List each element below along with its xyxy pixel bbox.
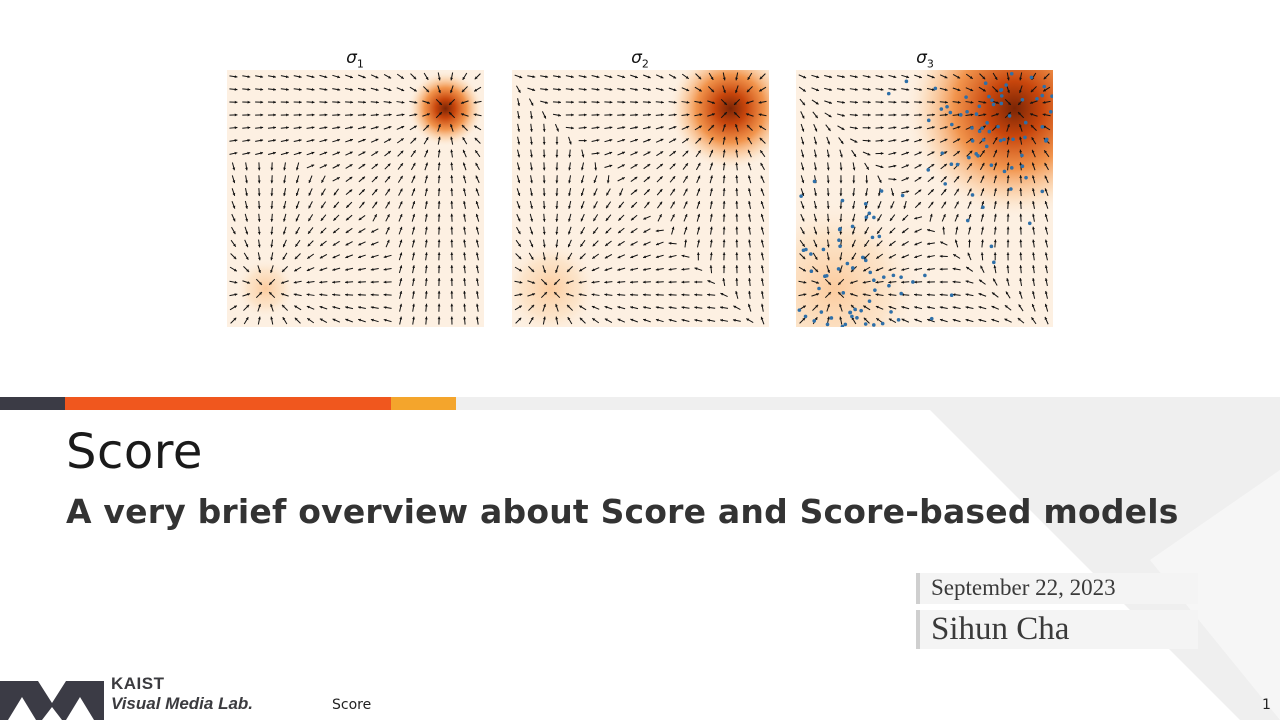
logo-kaist-text: KAIST: [111, 674, 165, 693]
presenter-name: Sihun Cha: [931, 611, 1070, 647]
presentation-date: September 22, 2023: [931, 575, 1116, 600]
page-number: 1: [1262, 697, 1271, 713]
slide-title: Score: [66, 424, 203, 480]
accent-bar-yellow: [391, 397, 456, 410]
accent-bar-gray: [456, 397, 1280, 410]
accent-bars: [0, 397, 1280, 410]
accent-bar-dark: [0, 397, 65, 410]
score-field-panel-3: [796, 70, 1053, 327]
panel-label-3: σ3: [916, 48, 934, 71]
author-box: Sihun Cha: [916, 610, 1198, 649]
panel-label-1: σ1: [346, 48, 364, 71]
date-box: September 22, 2023: [916, 573, 1198, 604]
kaist-logo-icon: [0, 673, 104, 720]
score-field-panel-1: [227, 70, 484, 327]
score-field-panel-2: [512, 70, 769, 327]
slide-subtitle: A very brief overview about Score and Sc…: [66, 492, 1179, 531]
logo-lab-text: Visual Media Lab.: [111, 694, 254, 713]
accent-bar-orange: [65, 397, 391, 410]
footer-section-title: Score: [332, 697, 372, 713]
panel-label-2: σ2: [631, 48, 649, 71]
